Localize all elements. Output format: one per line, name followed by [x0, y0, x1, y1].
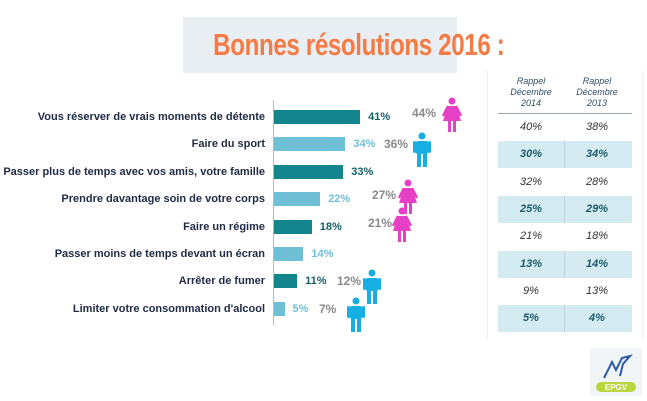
table-cell: 13%: [519, 257, 543, 270]
gender-value-label: 44%: [412, 106, 437, 120]
header-line: Décembre: [510, 87, 552, 97]
category-label: Faire un régime: [183, 220, 265, 233]
table-cell: 25%: [519, 202, 543, 215]
header-line: 2013: [586, 98, 608, 108]
table-cell: 32%: [519, 175, 543, 188]
table-row: 5% 4%: [498, 305, 632, 333]
table-row: 13% 14%: [498, 250, 632, 278]
value-label: 33%: [351, 165, 374, 178]
gender-value-label: 7%: [319, 301, 337, 316]
table-cell: 40%: [519, 121, 543, 133]
male-icon: [347, 297, 365, 332]
female-icon: [442, 97, 462, 132]
table-cell: 9%: [523, 284, 539, 297]
table-header: Rappel Décembre 2014: [498, 76, 564, 109]
recall-table: Rappel Décembre 2014 Rappel Décembre 2013 40% 3…: [487, 70, 643, 340]
table-cell: 30%: [519, 148, 543, 161]
table-cell: 14%: [585, 257, 609, 270]
table-row: 32% 28%: [498, 169, 632, 196]
female-icon: [398, 179, 418, 215]
table-cell: 38%: [585, 121, 609, 133]
value-label: 14%: [311, 248, 334, 260]
table-cell: 34%: [585, 148, 609, 161]
column-divider: [564, 250, 565, 278]
bar: [274, 219, 312, 234]
column-divider: [564, 305, 565, 333]
chart-title: Bonnes résolutions 2016 :: [213, 27, 505, 62]
header-divider: [498, 113, 632, 114]
bar: [274, 192, 321, 207]
category-label: Arrêter de fumer: [178, 275, 265, 288]
table-cell: 5%: [523, 312, 539, 325]
table-cell: 13%: [585, 284, 609, 297]
header-line: Décembre: [576, 87, 618, 97]
title-box: Bonnes résolutions 2016 :: [183, 17, 505, 73]
table-row: 21% 18%: [498, 223, 632, 250]
male-icon: [413, 132, 431, 168]
header-line: Rappel: [582, 76, 612, 86]
bar: [274, 137, 346, 152]
category-label: Passer plus de temps avec vos amis, votr…: [3, 165, 265, 178]
table-row: 9% 13%: [498, 278, 632, 305]
table-cell: 21%: [519, 230, 543, 243]
table-row: 40% 38%: [498, 114, 632, 141]
value-label: 41%: [368, 111, 391, 123]
table-cell: 28%: [585, 175, 609, 188]
value-label: 34%: [353, 138, 376, 151]
table-cell: 4%: [589, 312, 605, 325]
value-label: 22%: [328, 193, 351, 206]
header-line: Rappel: [516, 76, 546, 86]
value-label: 11%: [305, 275, 327, 288]
column-divider: [564, 195, 565, 223]
gender-value-label: 21%: [368, 215, 393, 230]
header-line: 2014: [520, 98, 542, 108]
category-label: Limiter votre consommation d'alcool: [72, 302, 265, 315]
value-label: 5%: [292, 302, 309, 315]
column-divider: [564, 141, 565, 169]
gender-value-label: 12%: [337, 274, 362, 289]
epgv-logo: EPGV: [590, 348, 642, 396]
male-icon: [363, 269, 381, 305]
bar: [274, 164, 344, 179]
category-label: Prendre davantage soin de votre corps: [61, 193, 265, 206]
table-cell: 29%: [585, 202, 609, 215]
y-axis-line: [273, 100, 274, 325]
category-label: Vous réserver de vrais moments de détent…: [37, 111, 265, 123]
bar: [274, 274, 298, 289]
bar: [274, 301, 285, 316]
gender-value-label: 27%: [372, 188, 397, 203]
gender-value-label: 36%: [384, 137, 409, 152]
female-icon: [392, 207, 412, 242]
value-label: 18%: [319, 220, 342, 233]
category-label: Faire du sport: [191, 138, 265, 151]
bar: [274, 247, 304, 261]
table-cell: 18%: [585, 230, 609, 243]
bar: [274, 110, 361, 124]
svg-text:EPGV: EPGV: [605, 383, 628, 392]
table-row: 25% 29%: [498, 195, 632, 223]
table-header: Rappel Décembre 2013: [564, 76, 630, 109]
category-label: Passer moins de temps devant un écran: [54, 248, 265, 260]
table-row: 30% 34%: [498, 141, 632, 169]
